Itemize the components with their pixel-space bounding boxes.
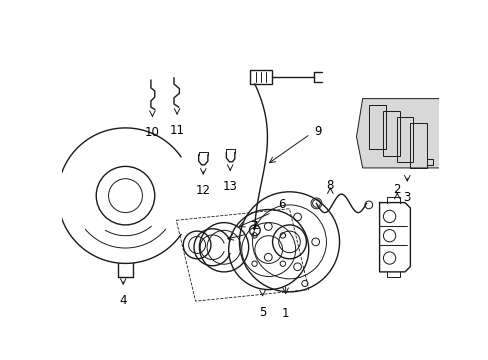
Bar [409,123,427,168]
Text: 1: 1 [281,307,289,320]
Bar [382,111,399,156]
Text: 9: 9 [313,125,321,138]
Text: 3: 3 [403,191,410,204]
Text: 2: 2 [393,183,400,196]
Text: 4: 4 [119,294,127,307]
Text: 8: 8 [326,179,333,192]
Text: 6: 6 [277,198,285,211]
Text: 7: 7 [250,220,258,233]
Bar [396,117,413,162]
Bar [250,70,271,84]
Text: 13: 13 [223,180,237,193]
Text: 12: 12 [195,184,210,197]
Text: 5: 5 [258,306,265,319]
Bar [368,105,385,149]
Text: 10: 10 [145,126,160,139]
Text: 11: 11 [169,124,184,137]
Polygon shape [356,99,448,168]
